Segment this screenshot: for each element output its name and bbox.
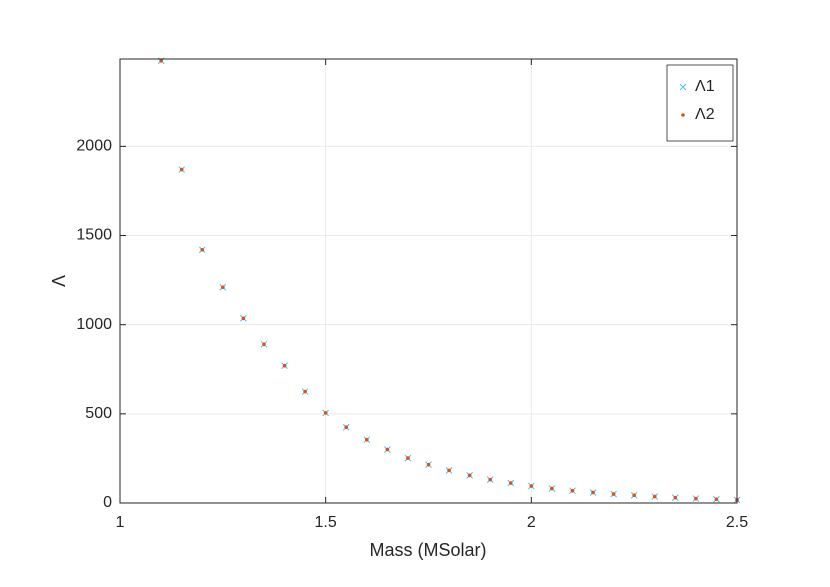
y-axis-label: Λ <box>49 275 69 287</box>
point <box>159 58 163 63</box>
point <box>323 411 328 415</box>
x-tick-label: 2 <box>527 514 536 531</box>
point <box>591 490 595 495</box>
point <box>570 488 575 493</box>
point <box>714 497 719 502</box>
point <box>611 492 616 496</box>
point <box>241 316 246 321</box>
x-tick-label: 1.5 <box>315 514 337 531</box>
point <box>467 473 472 478</box>
x-tick-label: 1 <box>116 514 125 531</box>
point <box>303 389 307 394</box>
point <box>447 468 451 473</box>
point <box>385 447 390 452</box>
plot-border <box>119 58 738 504</box>
plot-area <box>120 59 737 503</box>
point <box>200 247 205 252</box>
point <box>179 167 184 172</box>
legend-marker <box>681 113 685 117</box>
point <box>282 363 287 368</box>
y-tick-label: 2000 <box>76 138 112 155</box>
point <box>262 342 266 347</box>
point <box>652 494 657 499</box>
point <box>406 456 410 460</box>
point <box>488 477 493 482</box>
x-axis-label: Mass (MSolar) <box>369 540 486 560</box>
y-tick-label: 500 <box>85 405 112 422</box>
point <box>529 484 534 488</box>
point <box>673 495 678 500</box>
y-tick-label: 1500 <box>76 227 112 244</box>
x-tick-label: 2.5 <box>726 514 748 531</box>
legend-label: Λ2 <box>695 106 715 123</box>
y-tick-label: 0 <box>103 494 112 511</box>
y-tick-label: 1000 <box>76 316 112 333</box>
legend-box <box>666 64 734 142</box>
point <box>365 437 369 442</box>
point <box>508 481 513 485</box>
point <box>221 285 225 290</box>
point <box>550 486 554 491</box>
point <box>426 462 431 467</box>
legend-label: Λ1 <box>695 78 715 95</box>
point <box>694 496 698 501</box>
point <box>632 493 636 498</box>
point <box>344 425 349 430</box>
legend-marker <box>679 83 687 91</box>
